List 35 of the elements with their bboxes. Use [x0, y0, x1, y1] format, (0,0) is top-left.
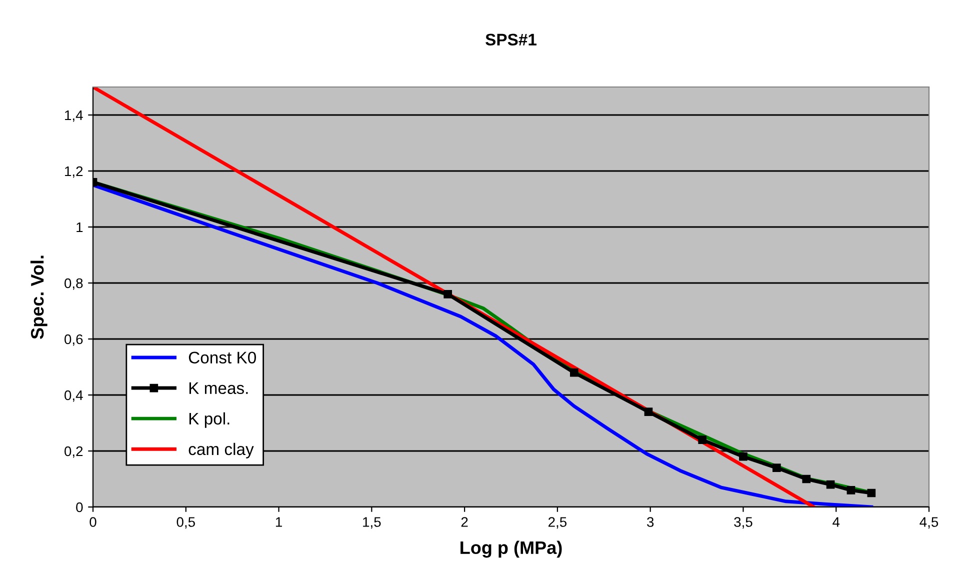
legend-label: cam clay	[188, 442, 254, 458]
point	[846, 486, 856, 494]
x-axis-title: Log p (MPa)	[460, 540, 562, 558]
point	[772, 464, 781, 472]
y-tick-label: 1	[76, 222, 83, 232]
x-tick-label: 3	[647, 517, 654, 527]
chart-title: SPS#1	[486, 34, 536, 46]
x-tick-label: 3,5	[734, 517, 752, 529]
y-axis-title: Spec. Vol.	[30, 256, 48, 339]
y-tick-label: 0,8	[64, 278, 83, 290]
legend-label: K pol.	[189, 412, 230, 428]
legend-label: Const K0	[188, 352, 256, 364]
x-tick-label: 0,5	[176, 517, 195, 529]
x-tick-label: 4	[832, 517, 840, 527]
y-tick-label: 0,6	[64, 334, 83, 346]
y-tick-label: 0,4	[64, 390, 83, 402]
legend-label: K meas.	[189, 382, 248, 394]
x-tick-label: 1,5	[363, 517, 381, 529]
point	[698, 436, 707, 444]
x-tick-label: 0	[90, 517, 96, 527]
x-tick-label: 2,5	[548, 517, 567, 529]
x-tick-label: 4,5	[920, 517, 938, 529]
point	[739, 452, 748, 461]
point	[570, 368, 578, 377]
point	[444, 290, 452, 298]
y-tick-label: 1,2	[65, 166, 83, 178]
point	[644, 408, 653, 416]
x-tick-label: 2	[461, 517, 468, 527]
x-tick-label: 1	[276, 517, 282, 527]
point	[802, 474, 811, 484]
point	[867, 488, 876, 498]
y-tick-label: 0,2	[64, 446, 83, 458]
y-tick-label: 0	[76, 502, 83, 512]
point	[826, 480, 835, 489]
y-tick-label: 1,4	[65, 110, 83, 122]
